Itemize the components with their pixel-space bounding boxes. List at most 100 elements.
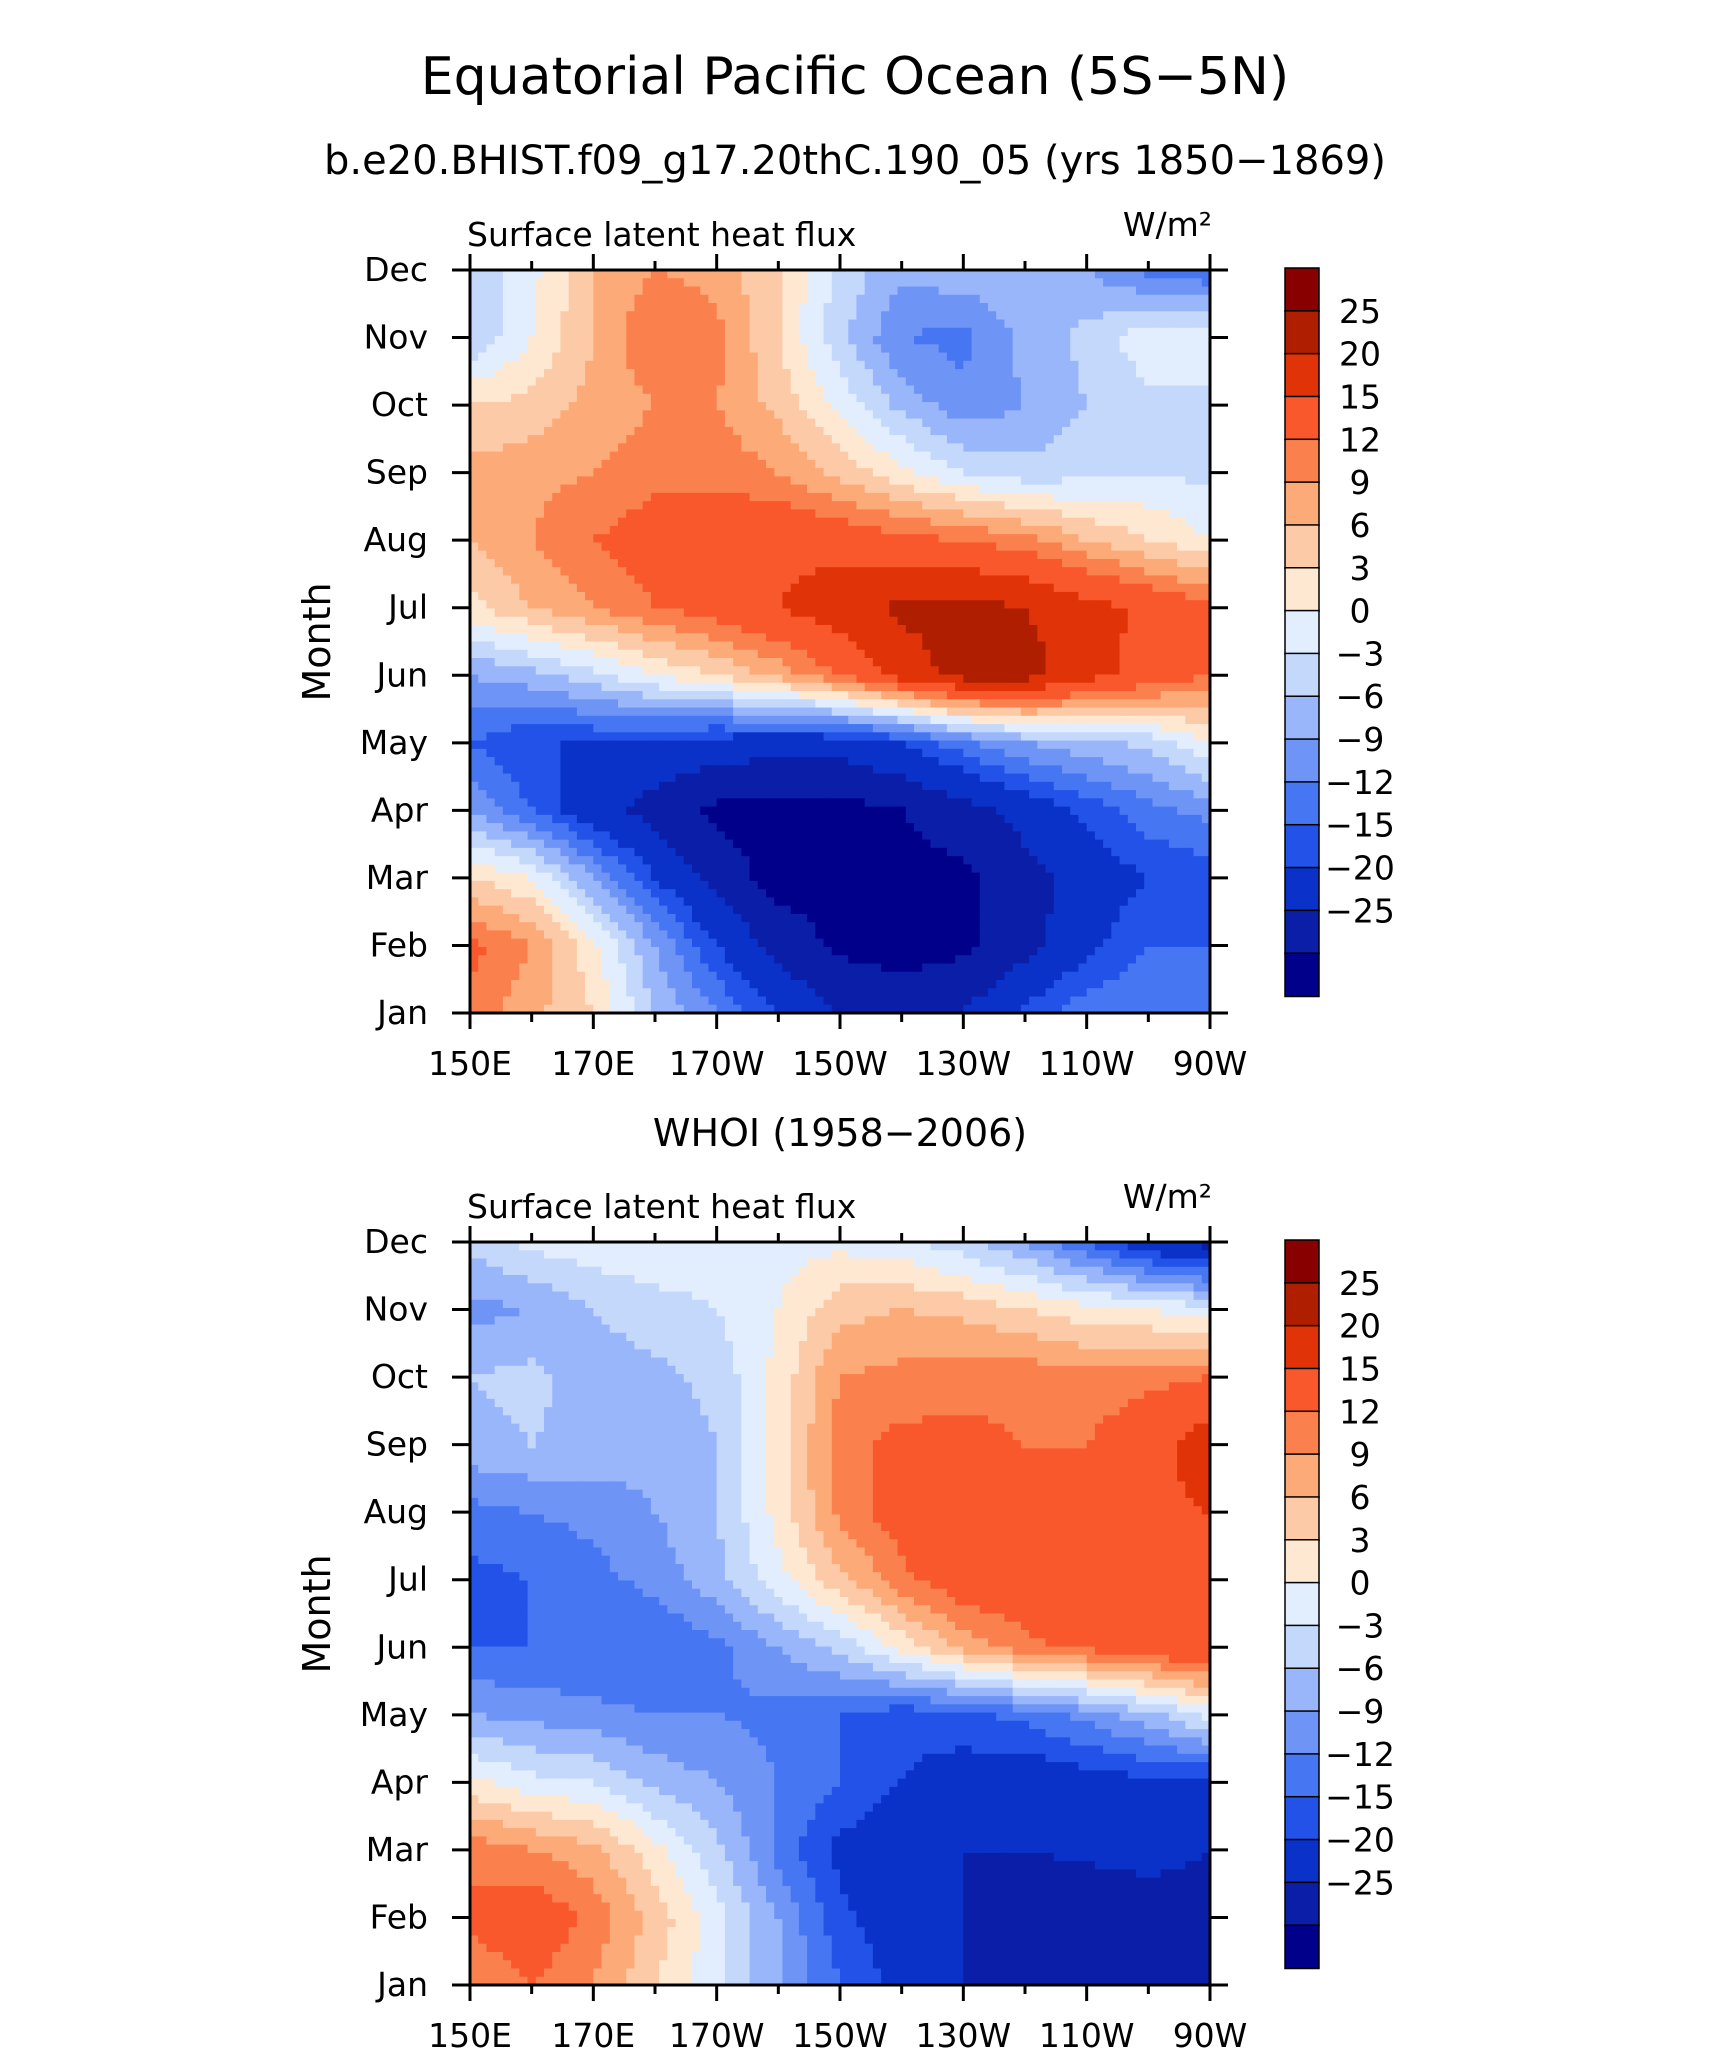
heatmap-cell [1020, 311, 1030, 321]
heatmap-cell [618, 369, 627, 378]
heatmap-cell [1045, 352, 1055, 362]
heatmap-cell [914, 402, 923, 411]
heatmap-cell [1144, 707, 1154, 717]
heatmap-cell [502, 575, 512, 585]
heatmap-cell [914, 715, 923, 725]
heatmap-cell [626, 393, 636, 403]
heatmap-cell [1160, 426, 1170, 436]
heatmap-cell [1062, 534, 1071, 544]
heatmap-cell [897, 484, 907, 494]
heatmap-cell [856, 525, 866, 535]
heatmap-cell [568, 583, 578, 593]
heatmap-cell [996, 468, 1006, 477]
heatmap-cell [897, 327, 907, 337]
heatmap-cell [527, 567, 537, 577]
heatmap-cell [634, 319, 644, 329]
heatmap-cell [856, 393, 866, 403]
heatmap-cell [560, 270, 570, 279]
heatmap-cell [979, 567, 989, 577]
heatmap-cell [971, 443, 981, 453]
heatmap-cell [733, 327, 742, 337]
heatmap-cell [807, 534, 816, 544]
heatmap-cell [1111, 451, 1121, 461]
heatmap-cell [757, 319, 767, 329]
heatmap-cell [733, 468, 742, 477]
heatmap-cell [1020, 336, 1030, 345]
heatmap-cell [897, 303, 907, 312]
heatmap-cell [1119, 336, 1129, 345]
heatmap-cell [552, 468, 562, 477]
heatmap-cell [667, 369, 677, 378]
heatmap-cell [889, 715, 899, 725]
heatmap-cell [511, 591, 520, 601]
heatmap-cell [1111, 649, 1121, 659]
heatmap-cell [823, 583, 833, 593]
heatmap-cell [1053, 360, 1063, 370]
heatmap-cell [576, 468, 586, 477]
heatmap-cell [700, 501, 710, 511]
heatmap-cell [749, 468, 759, 477]
heatmap-cell [511, 468, 520, 477]
heatmap-cell [708, 492, 718, 502]
heatmap-cell [560, 410, 570, 420]
heatmap-cell [1086, 360, 1096, 370]
heatmap-cell [1053, 542, 1063, 552]
heatmap-cell [609, 352, 619, 362]
heatmap-cell [798, 418, 808, 428]
heatmap-cell [1119, 294, 1129, 304]
heatmap-cell [872, 583, 882, 593]
heatmap-cell [1111, 509, 1121, 519]
heatmap-cell [823, 641, 833, 651]
heatmap-cell [716, 410, 726, 420]
heatmap-cell [1119, 484, 1129, 494]
heatmap-cell [552, 402, 562, 411]
heatmap-cell [1144, 369, 1154, 378]
heatmap-cell [831, 369, 841, 378]
heatmap-cell [634, 377, 644, 387]
heatmap-cell [733, 418, 742, 428]
heatmap-cell [1136, 567, 1145, 577]
heatmap-cell [938, 658, 948, 667]
heatmap-cell [1168, 682, 1178, 692]
heatmap-cell [626, 649, 636, 659]
heatmap-cell [708, 575, 718, 585]
heatmap-cell [1037, 426, 1047, 436]
heatmap-cell [683, 591, 693, 601]
heatmap-cell [675, 344, 685, 354]
heatmap-cell [478, 542, 488, 552]
heatmap-cell [1086, 715, 1096, 725]
heatmap-cell [1201, 468, 1211, 477]
heatmap-cell [848, 492, 858, 502]
heatmap-cell [1160, 360, 1170, 370]
heatmap-cell [955, 319, 964, 329]
heatmap-cell [601, 451, 611, 461]
heatmap-cell [955, 542, 964, 552]
heatmap-cell [535, 426, 545, 436]
heatmap-cell [971, 501, 981, 511]
heatmap-cell [930, 534, 940, 544]
heatmap-cell [823, 674, 833, 684]
heatmap-cell [798, 369, 808, 378]
heatmap-cell [1201, 336, 1211, 345]
heatmap-cell [716, 278, 726, 288]
heatmap-cell [1053, 682, 1063, 692]
heatmap-cell [1136, 294, 1145, 304]
heatmap-cell [1086, 583, 1096, 593]
heatmap-cell [609, 459, 619, 469]
heatmap-cell [675, 377, 685, 387]
heatmap-cell [642, 509, 652, 519]
heatmap-cell [881, 525, 890, 535]
heatmap-cell [601, 459, 611, 469]
heatmap-cell [733, 443, 742, 453]
heatmap-cell [601, 278, 611, 288]
heatmap-cell [724, 327, 734, 337]
heatmap-cell [963, 344, 973, 354]
heatmap-cell [930, 278, 940, 288]
heatmap-cell [683, 583, 693, 593]
heatmap-cell [1045, 641, 1055, 651]
heatmap-cell [946, 418, 956, 428]
heatmap-cell [486, 426, 496, 436]
heatmap-cell [971, 525, 981, 535]
heatmap-cell [494, 525, 504, 535]
heatmap-cell [971, 459, 981, 469]
